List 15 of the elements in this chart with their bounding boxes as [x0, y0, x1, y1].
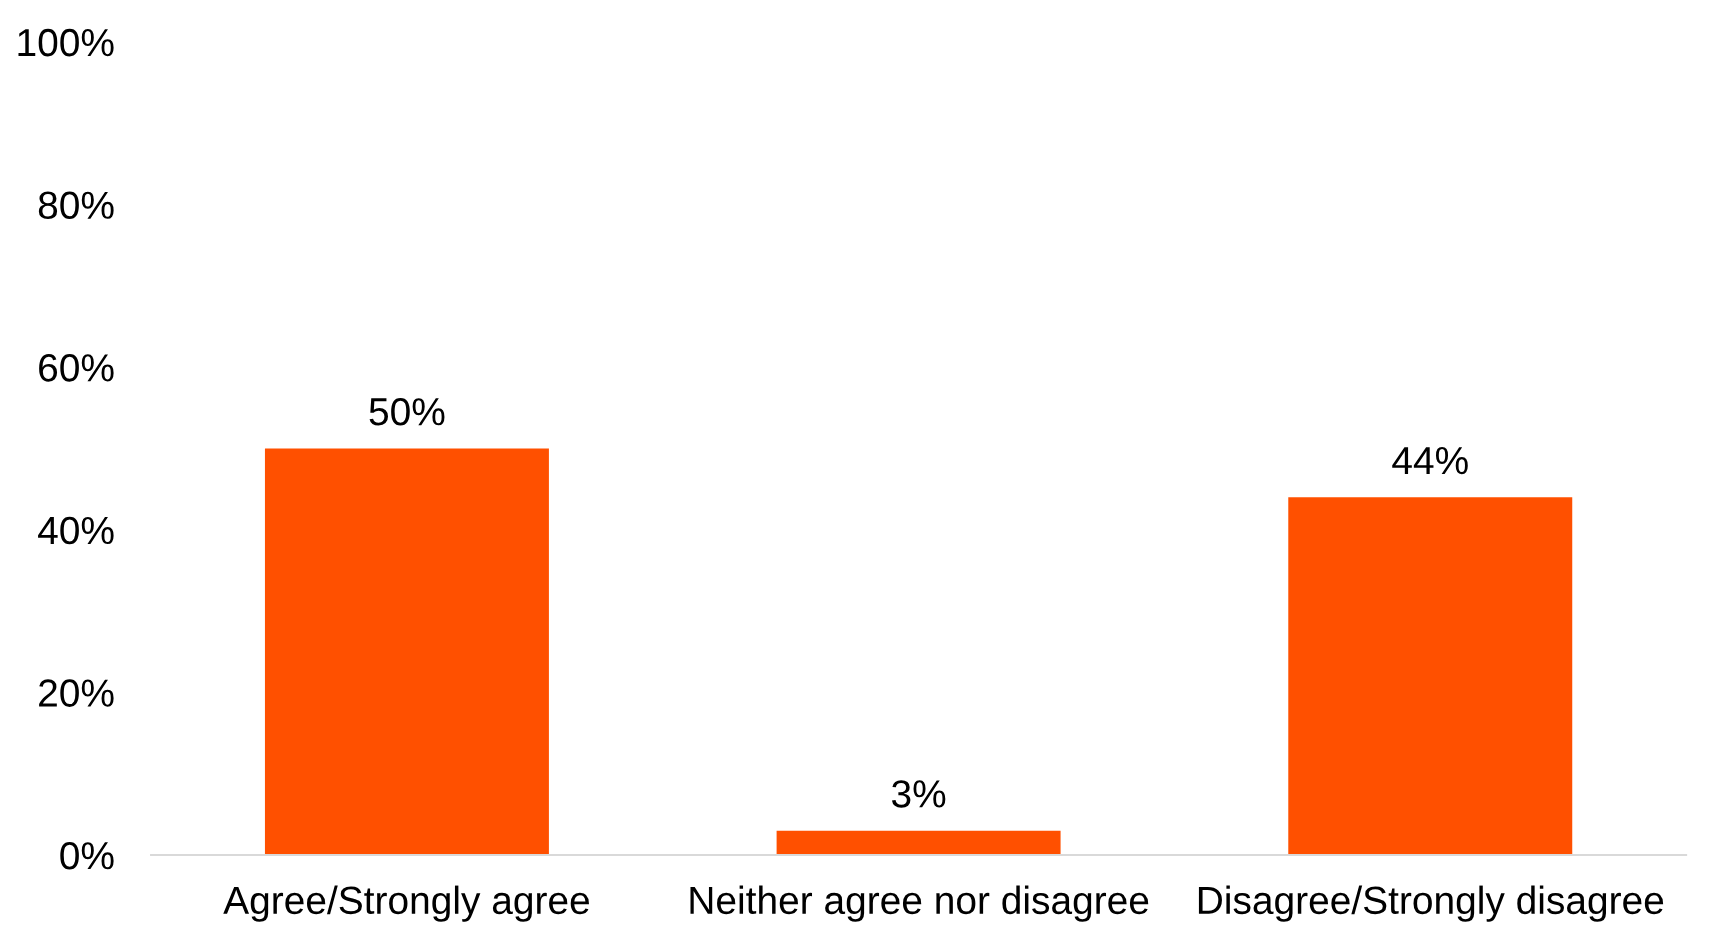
data-label: 44% [1392, 446, 1468, 475]
data-label: 3% [891, 780, 946, 808]
bar [1288, 497, 1573, 856]
y-tick-label: 20% [39, 679, 114, 707]
y-tick-label: 0% [60, 841, 114, 870]
x-tick-label: Neither agree nor disagree [690, 885, 1149, 922]
x-tick-label: Disagree/Strongly disagree [1198, 885, 1664, 922]
bar [776, 830, 1061, 856]
y-tick-label: 40% [38, 516, 114, 545]
x-tick-label: Agree/Strongly agree [223, 885, 589, 922]
data-label: 50% [369, 397, 445, 426]
y-tick-label: 100% [18, 28, 114, 57]
y-tick-label: 60% [39, 354, 114, 382]
bar [264, 448, 549, 856]
y-tick-label: 80% [38, 191, 114, 220]
